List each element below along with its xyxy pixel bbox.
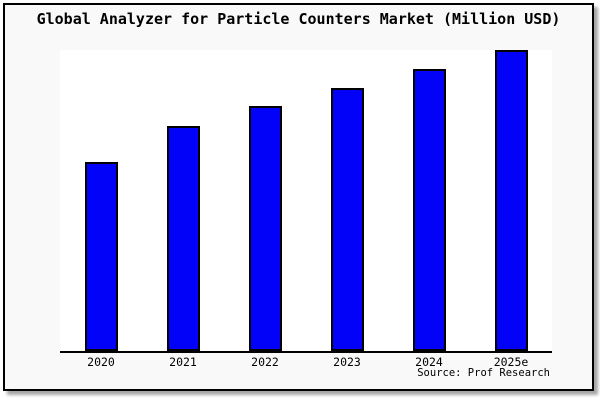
- bar-2025e: [494, 50, 528, 351]
- plot-area: [60, 50, 552, 353]
- x-tick-label-2024: 2024: [415, 355, 443, 369]
- source-note: Source: Prof Research: [417, 367, 550, 379]
- x-tick-label-2023: 2023: [333, 355, 361, 369]
- bar-2021: [166, 126, 200, 351]
- chart-panel: Global Analyzer for Particle Counters Ma…: [3, 3, 594, 391]
- x-tick-label-2021: 2021: [169, 355, 197, 369]
- bar-2020: [84, 162, 118, 351]
- bar-2023: [330, 88, 364, 351]
- x-tick-label-2020: 2020: [87, 355, 115, 369]
- x-tick-label-2022: 2022: [251, 355, 279, 369]
- bar-2022: [248, 106, 282, 351]
- x-tick-label-2025e: 2025e: [493, 355, 529, 369]
- chart-title: Global Analyzer for Particle Counters Ma…: [36, 10, 561, 28]
- bar-2024: [412, 69, 446, 351]
